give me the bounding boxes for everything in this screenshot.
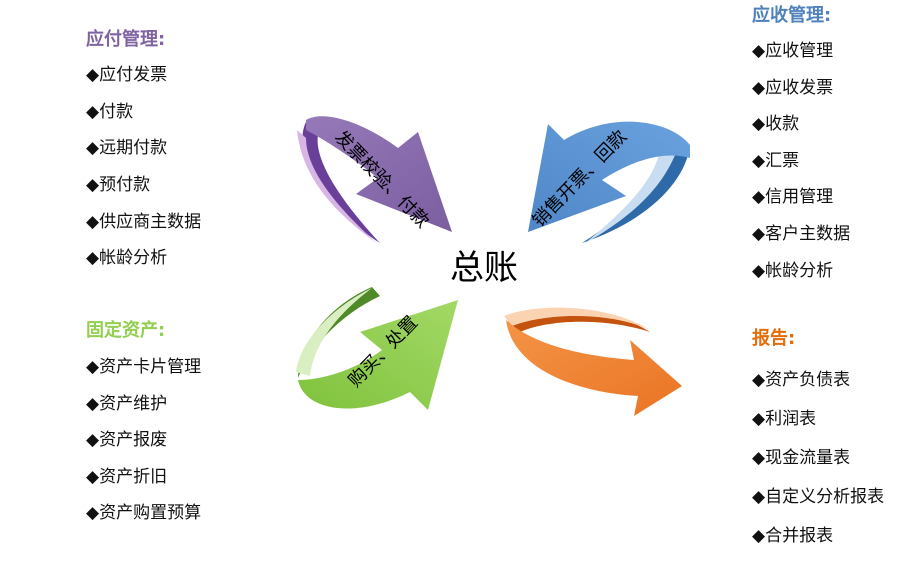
list-item: ◆应付发票: [86, 65, 168, 85]
reports-title: 报告:: [752, 328, 796, 349]
list-item: ◆预付款: [86, 175, 151, 196]
assets-arrow: [296, 287, 458, 410]
list-item: ◆远期付款: [86, 138, 168, 159]
list-item: ◆供应商主数据: [86, 211, 202, 232]
list-item: ◆信用管理: [752, 187, 834, 208]
list-item: ◆利润表: [752, 409, 817, 429]
reports-list: ◆资产负债表 ◆利润表 ◆现金流量表 ◆自定义分析报表 ◆合并报表: [752, 369, 884, 564]
payable-panel: 应付管理: ◆应付发票 ◆付款 ◆远期付款 ◆预付款 ◆供应商主数据 ◆帐龄分析: [86, 28, 201, 284]
list-item: ◆资产维护: [86, 393, 168, 414]
list-item: ◆现金流量表: [752, 448, 851, 468]
payable-title: 应付管理:: [86, 29, 166, 50]
list-item: ◆帐龄分析: [752, 260, 834, 281]
list-item: ◆付款: [86, 101, 134, 122]
list-item: ◆资产购置预算: [86, 503, 202, 523]
payable-arrow: [297, 116, 452, 244]
list-item: ◆资产负债表: [752, 370, 851, 390]
receivable-list: ◆应收管理 ◆应收发票 ◆收款 ◆汇票 ◆信用管理 ◆客户主数据 ◆帐龄分析: [752, 40, 850, 296]
list-item: ◆应收管理: [752, 41, 834, 61]
list-item: ◆汇票: [752, 150, 800, 171]
list-item: ◆资产卡片管理: [86, 357, 202, 377]
reports-arrow: [504, 307, 682, 416]
list-item: ◆帐龄分析: [86, 248, 168, 269]
list-item: ◆合并报表: [752, 526, 834, 546]
assets-panel: 固定资产: ◆资产卡片管理 ◆资产维护 ◆资产报废 ◆资产折旧 ◆资产购置预算: [86, 319, 201, 539]
payable-list: ◆应付发票 ◆付款 ◆远期付款 ◆预付款 ◆供应商主数据 ◆帐龄分析: [86, 64, 201, 284]
list-item: ◆自定义分析报表: [752, 487, 885, 507]
receivable-arrow: [528, 121, 690, 244]
assets-title: 固定资产:: [86, 320, 166, 341]
reports-panel: 报告: ◆资产负债表 ◆利润表 ◆现金流量表 ◆自定义分析报表 ◆合并报表: [752, 327, 884, 564]
list-item: ◆收款: [752, 114, 800, 135]
general-ledger-label: 总账: [450, 248, 518, 288]
list-item: ◆资产报废: [86, 430, 168, 450]
assets-list: ◆资产卡片管理 ◆资产维护 ◆资产报废 ◆资产折旧 ◆资产购置预算: [86, 356, 201, 539]
receivable-panel: 应收管理: ◆应收管理 ◆应收发票 ◆收款 ◆汇票 ◆信用管理 ◆客户主数据 ◆…: [752, 4, 850, 296]
receivable-title: 应收管理:: [752, 5, 832, 26]
list-item: ◆应收发票: [752, 77, 834, 98]
list-item: ◆客户主数据: [752, 223, 851, 244]
list-item: ◆资产折旧: [86, 466, 168, 487]
